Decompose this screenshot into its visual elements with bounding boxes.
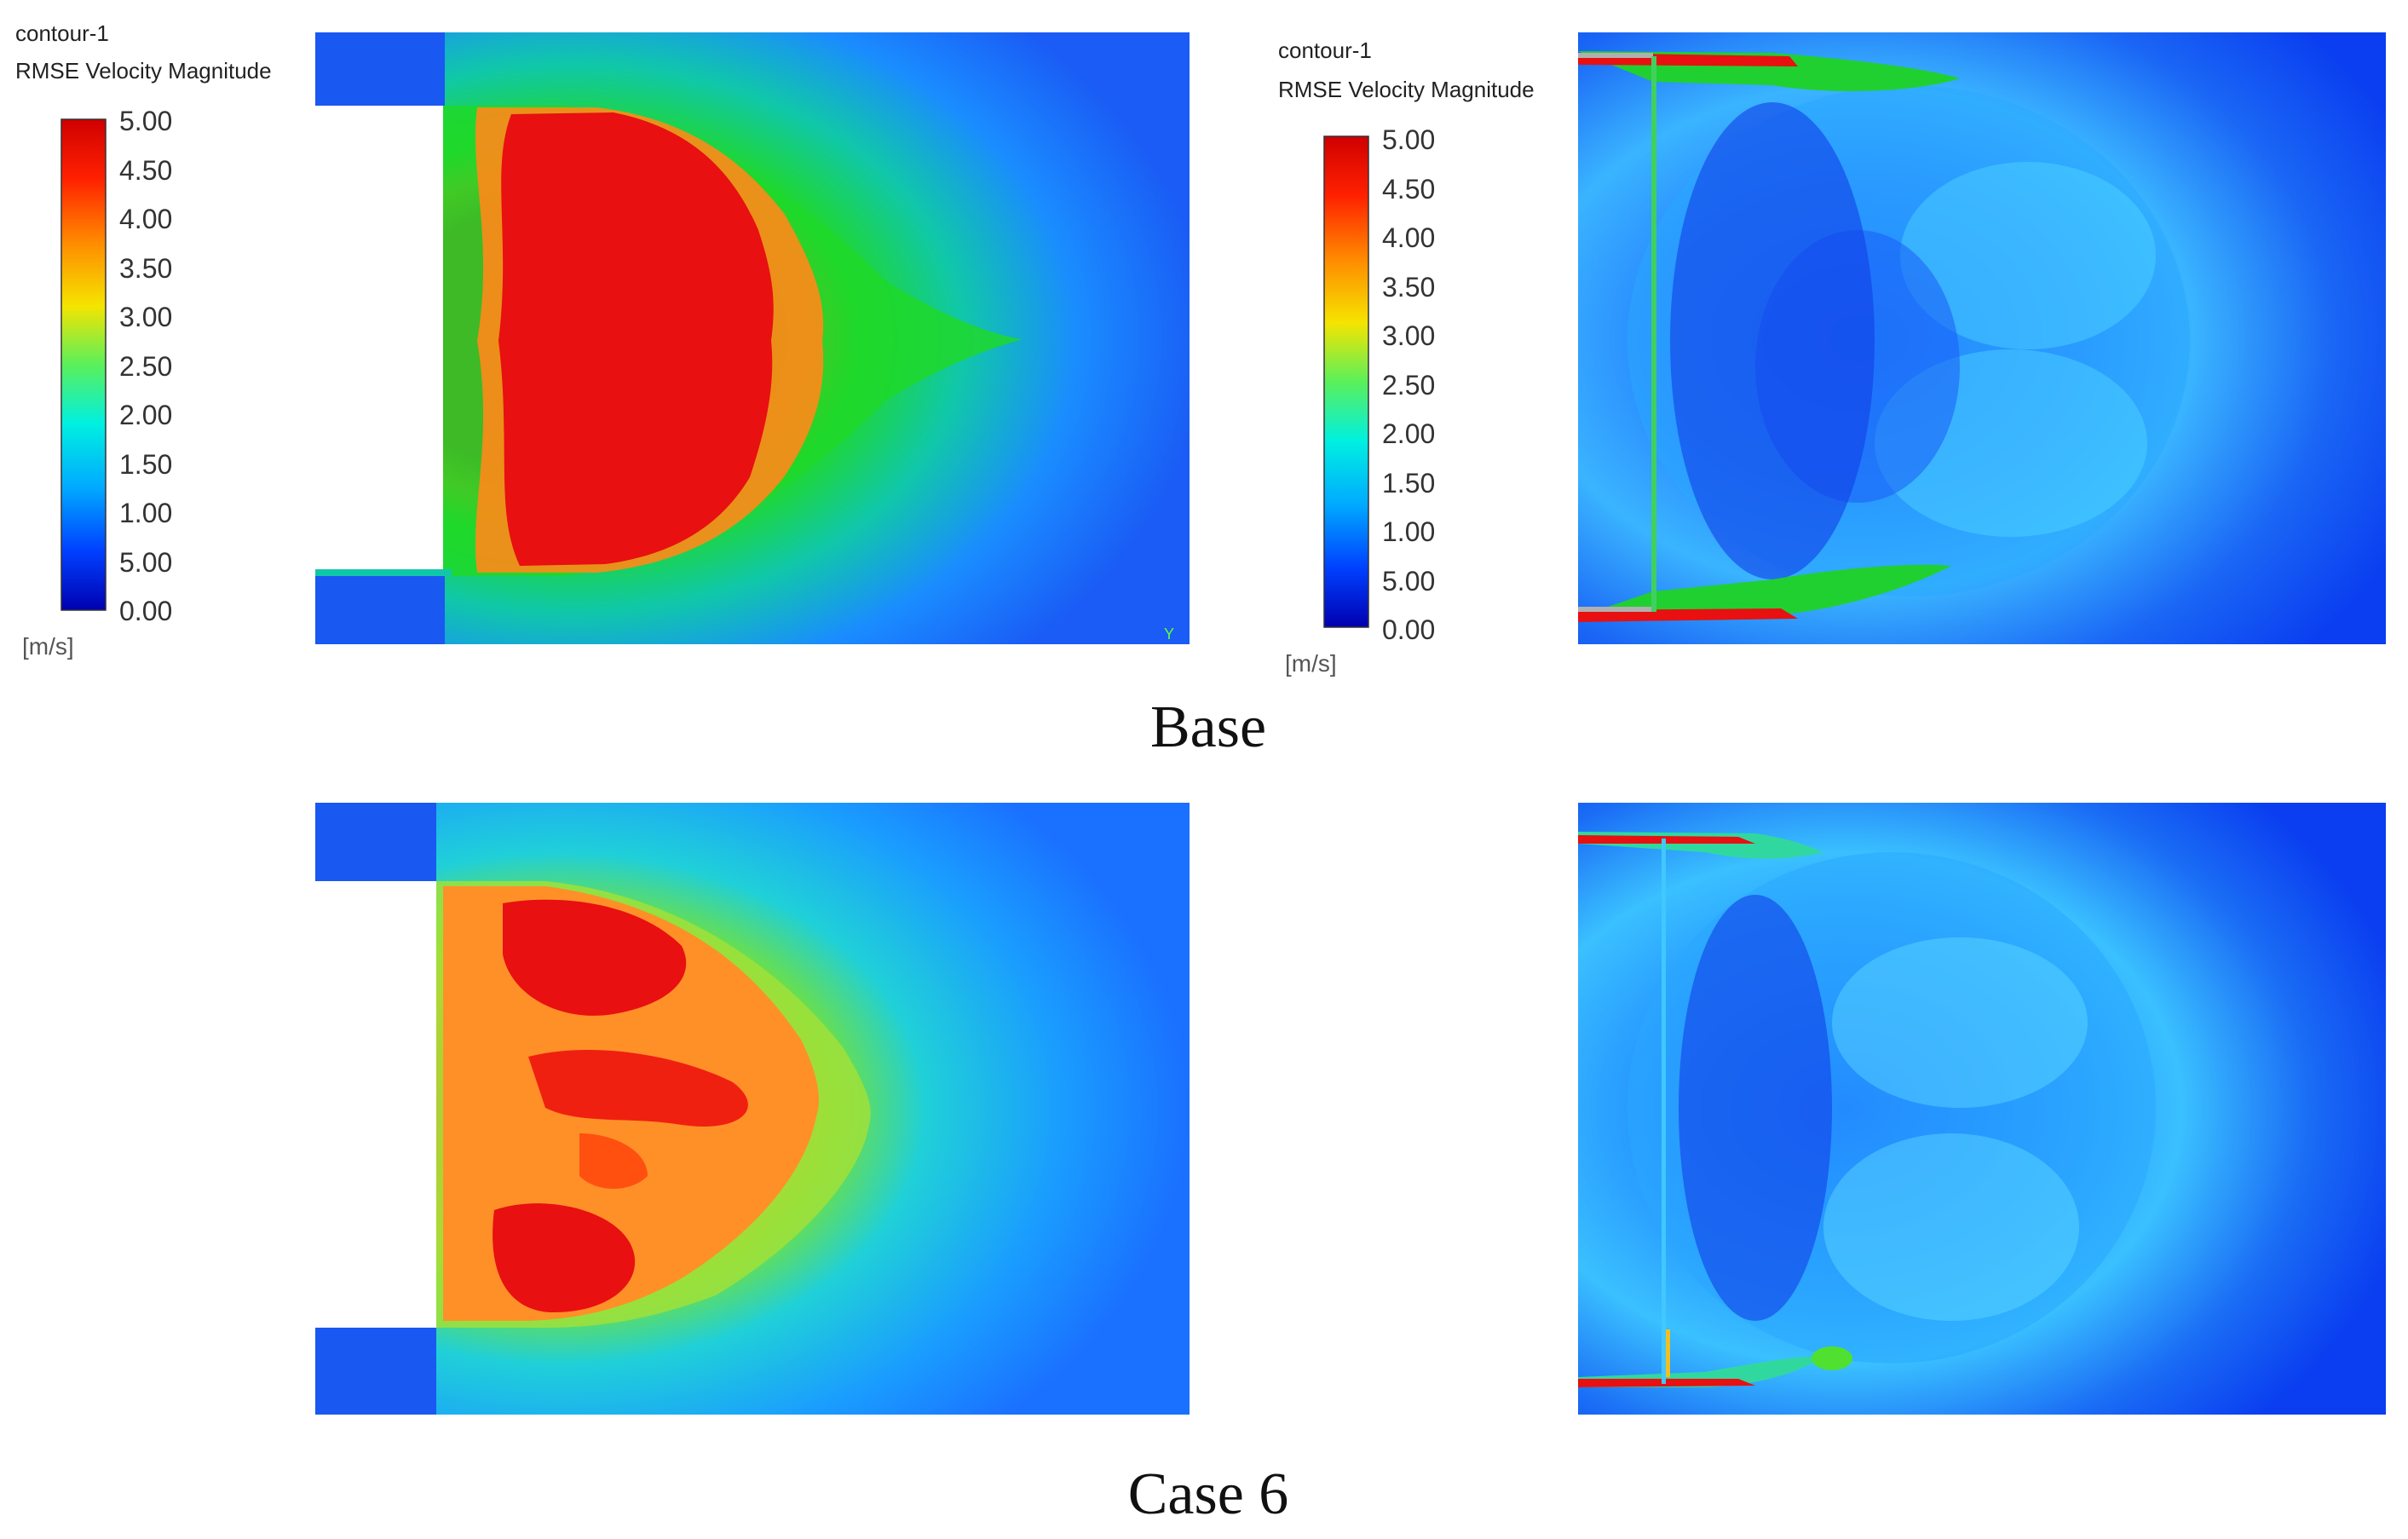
legend-right-colorbar <box>1323 135 1369 628</box>
legend-right-tick: 1.50 <box>1382 468 1435 499</box>
legend-left-tick: 2.00 <box>119 400 172 430</box>
legend-right: contour-1 RMSE Velocity Magnitude 5.00 4… <box>1278 37 1535 677</box>
legend-right-tick: 4.00 <box>1382 222 1435 253</box>
legend-right-tick: 0.00 <box>1382 614 1435 645</box>
legend-left-title: contour-1 <box>15 20 109 46</box>
nozzle-case6-mean <box>315 881 436 1328</box>
legend-left-tick: 0.00 <box>119 596 172 626</box>
legend-right-tick: 1.00 <box>1382 516 1435 547</box>
legend-left: contour-1 RMSE Velocity Magnitude 5.00 4… <box>15 20 272 660</box>
nozzle-base-mean <box>315 106 443 569</box>
legend-right-tick: 3.50 <box>1382 272 1435 303</box>
legend-left-tick: 1.00 <box>119 498 172 528</box>
nozzle-base-rms <box>1651 56 1656 612</box>
axis-triad-icon: Y <box>1164 625 1174 643</box>
legend-left-unit: [m/s] <box>22 633 74 660</box>
caption-case6: Case 6 <box>1128 1461 1289 1527</box>
legend-right-quantity: RMSE Velocity Magnitude <box>1278 77 1535 102</box>
legend-left-tick: 1.50 <box>119 449 172 480</box>
legend-right-tick: 5.00 <box>1382 124 1435 155</box>
legend-right-title: contour-1 <box>1278 37 1372 63</box>
legend-left-tick: 3.00 <box>119 302 172 332</box>
legend-left-tick: 4.50 <box>119 155 172 186</box>
legend-right-tick: 4.50 <box>1382 174 1435 205</box>
legend-right-tick: 2.00 <box>1382 418 1435 449</box>
legend-left-quantity: RMSE Velocity Magnitude <box>15 58 272 84</box>
legend-left-tick: 4.00 <box>119 204 172 234</box>
legend-left-colorbar <box>60 118 107 611</box>
nozzle-case6-rms <box>1662 839 1666 1384</box>
contour-panel-case6-mean <box>315 803 1190 1415</box>
legend-right-unit: [m/s] <box>1285 650 1337 677</box>
contour-panel-case6-rms <box>1578 803 2386 1415</box>
contour-panel-base-rms <box>1578 32 2386 644</box>
legend-left-tick: 3.50 <box>119 253 172 284</box>
legend-right-ticks: 5.00 4.50 4.00 3.50 3.00 2.50 2.00 1.50 … <box>1382 124 1435 645</box>
contour-panel-base-mean: Y <box>315 32 1190 644</box>
legend-left-tick: 5.00 <box>119 547 172 578</box>
legend-right-tick: 2.50 <box>1382 370 1435 401</box>
caption-base: Base <box>1150 695 1266 760</box>
legend-left-ticks: 5.00 4.50 4.00 3.50 3.00 2.50 2.00 1.50 … <box>119 106 172 626</box>
legend-left-tick: 2.50 <box>119 351 172 382</box>
legend-left-tick: 5.00 <box>119 106 172 136</box>
legend-right-tick: 5.00 <box>1382 566 1435 597</box>
legend-right-tick: 3.00 <box>1382 320 1435 351</box>
